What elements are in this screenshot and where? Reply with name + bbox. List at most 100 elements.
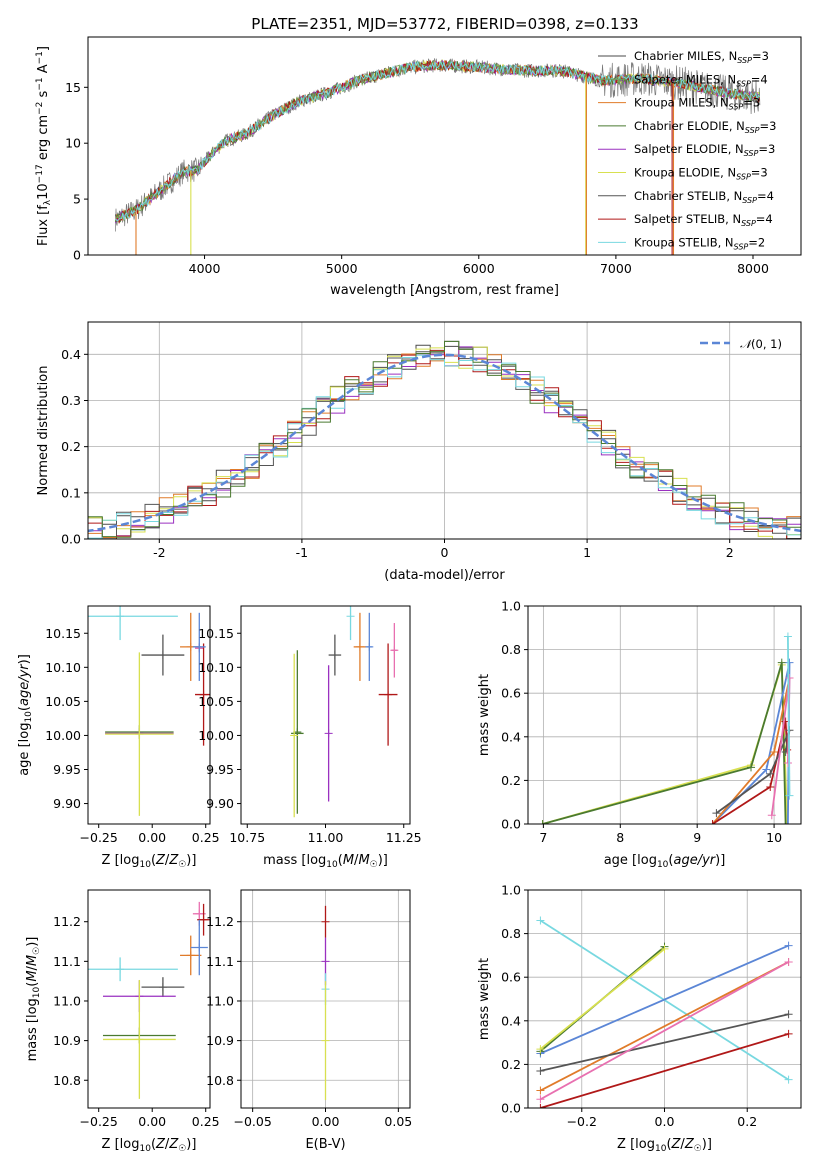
series-marker bbox=[747, 763, 756, 772]
y-tick-label: 0.4 bbox=[501, 729, 521, 744]
series-marker bbox=[538, 820, 547, 824]
x-tick-label: 0.2 bbox=[737, 1114, 757, 1129]
x-tick-label: −0.05 bbox=[233, 1114, 271, 1129]
x-tick-label: 4000 bbox=[189, 261, 221, 276]
series-marker bbox=[777, 658, 786, 667]
y-tick-label: 10.05 bbox=[198, 694, 234, 709]
axes-frame bbox=[87, 36, 802, 256]
frame-mass_vs_Z: −0.25 0.00 0.25 10.8 10.9 11.0 11.1 11.2 Z [log1… bbox=[25, 889, 220, 1154]
y-tick-label: 0.2 bbox=[61, 439, 81, 454]
x-tick-label: 0 bbox=[441, 545, 449, 560]
y-tick-label: 10.8 bbox=[206, 1073, 234, 1088]
series-path bbox=[540, 1033, 789, 1108]
series-line bbox=[536, 957, 793, 1104]
point-marker bbox=[384, 690, 393, 699]
plot-area-mw_vs_Z bbox=[536, 916, 793, 1108]
x-axis-label: Z [log10(Z/Z☉)] bbox=[102, 1137, 197, 1154]
x-tick-label: 0.00 bbox=[312, 1114, 340, 1129]
errorbar-point bbox=[290, 653, 299, 818]
errorbar-point bbox=[346, 606, 355, 641]
series-marker bbox=[536, 1045, 545, 1054]
y-axis-label: Normed distribution bbox=[36, 366, 51, 496]
x-tick-label: 7000 bbox=[600, 261, 632, 276]
point-marker bbox=[195, 642, 204, 651]
y-tick-label: 1.0 bbox=[501, 599, 521, 614]
errorbar-point bbox=[102, 979, 176, 1099]
legend-label: Chabrier STELIB, NSSP=4 bbox=[634, 189, 774, 205]
x-axis-label: age [log10(age/yr)] bbox=[604, 853, 726, 870]
series-line bbox=[783, 632, 794, 800]
y-tick-label: 10.9 bbox=[206, 1033, 234, 1048]
series-marker bbox=[536, 1095, 545, 1104]
series-marker bbox=[536, 1104, 545, 1108]
point-marker bbox=[330, 651, 339, 660]
series-line bbox=[538, 658, 790, 824]
x-tick-label: 0.25 bbox=[192, 830, 220, 845]
point-marker bbox=[116, 612, 125, 621]
series-path bbox=[539, 961, 790, 1101]
series-marker bbox=[784, 941, 793, 950]
point-marker bbox=[321, 957, 330, 966]
panel-mass_vs_Z: −0.25 0.00 0.25 10.8 10.9 11.0 11.1 11.2 Z [log1… bbox=[25, 889, 220, 1154]
errorbar-point bbox=[321, 981, 330, 1101]
point-marker bbox=[324, 729, 333, 738]
point-marker bbox=[355, 642, 364, 651]
x-tick-label: 7 bbox=[539, 830, 547, 845]
frame-mw_vs_age: 7 8 9 10 0.0 0.2 0.4 0.6 0.8 1.0 age [log10(age/yr… bbox=[477, 599, 802, 870]
point-marker bbox=[290, 731, 299, 740]
errorbar-point bbox=[192, 612, 206, 681]
series-marker bbox=[783, 632, 792, 641]
point-marker bbox=[199, 915, 208, 924]
x-axis-label: E(B-V) bbox=[305, 1137, 345, 1152]
errorbar-point bbox=[180, 935, 202, 976]
y-tick-label: 10.15 bbox=[45, 626, 81, 641]
point-marker bbox=[195, 943, 204, 952]
y-tick-label: 5 bbox=[73, 192, 81, 207]
x-tick-label: 10.75 bbox=[229, 830, 265, 845]
point-marker bbox=[321, 1036, 330, 1045]
y-axis-label: mass [log10(M/M☉)] bbox=[25, 937, 42, 1062]
y-tick-label: 0.3 bbox=[61, 393, 81, 408]
y-tick-label: 0.2 bbox=[501, 773, 521, 788]
series-path bbox=[540, 1013, 789, 1072]
series-line bbox=[536, 944, 669, 1054]
errorbar-point bbox=[88, 957, 178, 982]
errorbar-point bbox=[353, 612, 367, 681]
y-tick-label: 11.1 bbox=[53, 954, 81, 969]
series-marker bbox=[784, 1029, 793, 1038]
series-line bbox=[538, 660, 792, 824]
frame-mass_vs_ebv: −0.05 0.00 0.05 10.8 10.9 11.0 11.1 11.2 E(B-V) bbox=[206, 889, 412, 1152]
y-tick-label: 1.0 bbox=[501, 883, 521, 898]
errorbar-point bbox=[88, 606, 178, 641]
plot-area-age_vs_Z bbox=[88, 606, 210, 816]
y-tick-label: 10.00 bbox=[45, 728, 81, 743]
y-tick-label: 0.2 bbox=[501, 1057, 521, 1072]
x-tick-label: 9 bbox=[693, 830, 701, 845]
x-tick-label: 8 bbox=[616, 830, 624, 845]
series-marker bbox=[783, 758, 792, 767]
series-marker bbox=[536, 1086, 545, 1095]
series-marker bbox=[712, 809, 721, 818]
series-marker bbox=[536, 916, 545, 925]
legend: Chabrier MILES, NSSP=3 Salpeter MILES, NS… bbox=[598, 49, 776, 251]
x-tick-label: 11.25 bbox=[386, 830, 422, 845]
point-marker bbox=[135, 730, 144, 739]
errorbar-point bbox=[141, 634, 185, 676]
errorbar-point bbox=[365, 612, 374, 681]
y-tick-label: 0.8 bbox=[501, 642, 521, 657]
series-marker bbox=[781, 820, 790, 824]
point-marker bbox=[135, 1035, 144, 1044]
legend-label: Kroupa MILES, NSSP=3 bbox=[634, 96, 760, 112]
plot-area-age_vs_mass bbox=[290, 606, 399, 818]
plot-area-spectrum bbox=[114, 58, 761, 255]
x-tick-label: 6000 bbox=[463, 261, 495, 276]
errorbar-point bbox=[291, 729, 304, 738]
x-tick-label: 10 bbox=[766, 830, 782, 845]
axes-frame bbox=[87, 889, 211, 1109]
series-marker bbox=[783, 820, 792, 824]
frame-age_vs_Z: −0.25 0.00 0.25 9.90 9.95 10.00 10.05 10.10 10.1… bbox=[17, 605, 220, 870]
series-marker bbox=[762, 765, 771, 774]
errorbar-point bbox=[105, 652, 174, 816]
y-tick-label: 0.6 bbox=[501, 970, 521, 985]
